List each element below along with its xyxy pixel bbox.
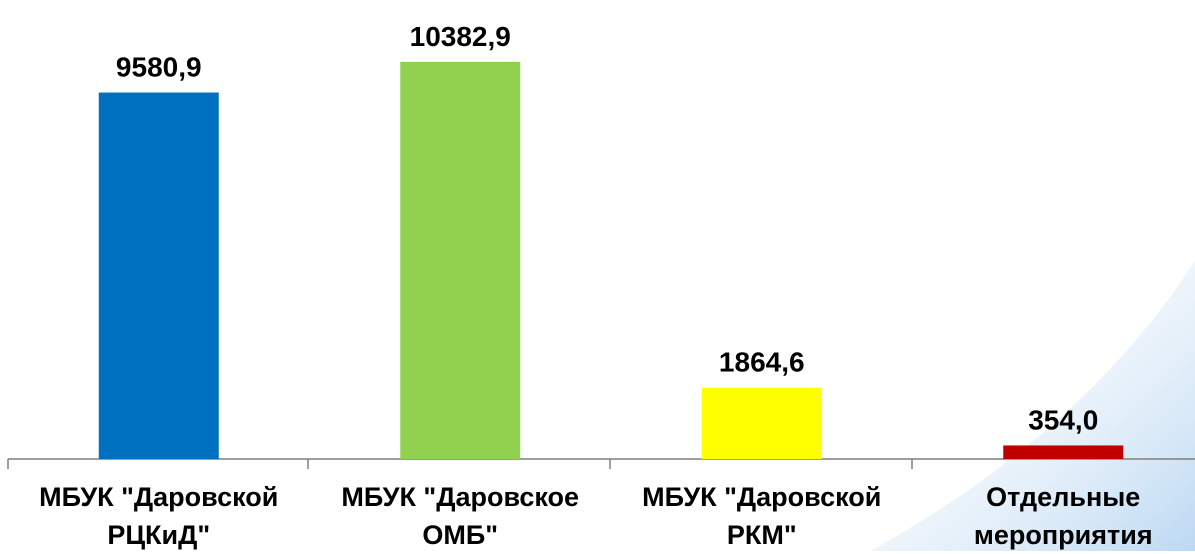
value-label: 1864,6 [719,347,805,378]
x-tick-label: Отдельные мероприятия [973,482,1153,550]
x-tick-label: МБУК "Даровской РЦКиД" [39,482,279,550]
decor [870,260,1195,551]
bar [98,92,219,459]
x-tick-label: МБУК "Даровской РКМ" [642,482,882,550]
value-label: 9580,9 [116,52,202,83]
bar [1003,445,1124,459]
axis-ticks [7,459,913,469]
bar [701,387,822,459]
value-label: 10382,9 [410,21,511,52]
value-label: 354,0 [1028,404,1098,435]
x-tick-label: МБУК "Даровское ОМБ" [341,482,580,550]
bar [400,61,521,460]
